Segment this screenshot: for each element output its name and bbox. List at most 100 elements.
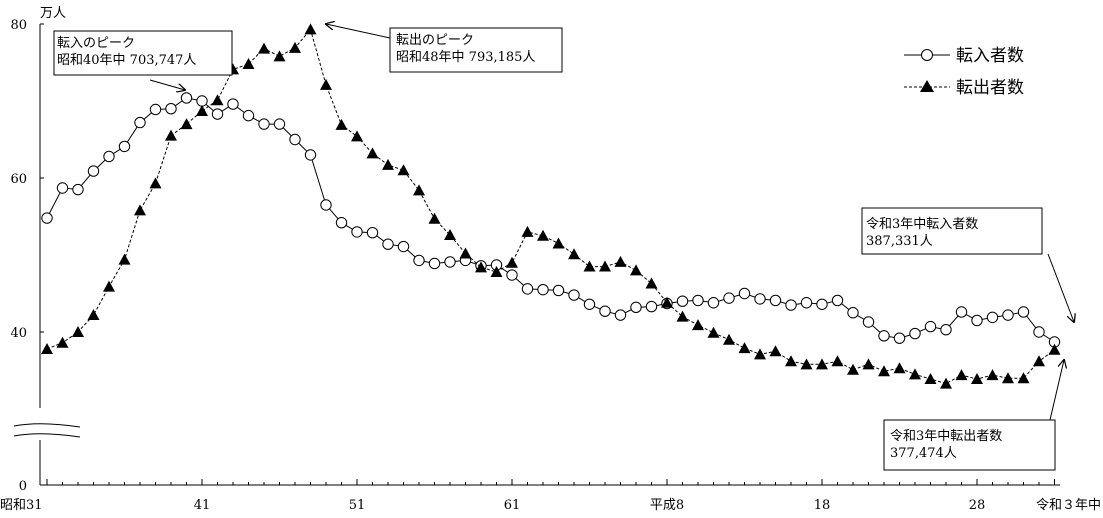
data-point-series-2 <box>87 309 100 321</box>
data-point-series-2 <box>134 204 146 216</box>
data-point-series-2 <box>893 362 906 374</box>
data-point-series-1 <box>196 95 208 107</box>
data-point-series-2 <box>428 212 441 224</box>
data-point-series-1 <box>413 254 425 267</box>
data-point-series-1 <box>630 301 642 314</box>
data-point-series-2 <box>459 247 472 259</box>
y-tick-label: 60 <box>10 172 27 187</box>
data-point-series-2 <box>800 358 813 370</box>
data-point-series-1 <box>583 298 596 310</box>
data-point-series-2 <box>862 358 875 370</box>
data-point-series-2 <box>242 58 255 70</box>
data-point-series-1 <box>397 240 410 253</box>
data-point-series-1 <box>785 299 797 311</box>
data-point-series-1 <box>614 309 627 321</box>
axis-break-mark <box>13 433 81 438</box>
data-point-series-2 <box>614 255 627 267</box>
legend-marker-circle <box>921 49 933 61</box>
data-point-series-1 <box>1002 309 1014 321</box>
data-point-series-2 <box>785 355 797 367</box>
data-point-series-2 <box>909 368 921 380</box>
series-layer <box>41 23 1061 389</box>
data-point-series-2 <box>521 225 534 237</box>
data-point-series-1 <box>118 140 131 153</box>
data-point-series-1 <box>707 297 720 309</box>
data-point-series-2 <box>723 333 735 345</box>
x-tick-label: 昭和31 <box>0 498 43 513</box>
x-tick-label: 18 <box>814 498 831 513</box>
annotation-text: 昭和48年中 793,185人 <box>396 50 535 65</box>
data-point-series-2 <box>149 177 162 189</box>
data-point-series-2 <box>273 50 286 62</box>
data-point-series-1 <box>831 294 844 307</box>
annotation-last-in: 令和3年中転入者数 387,331人 <box>861 207 1074 322</box>
data-point-series-2 <box>986 369 999 381</box>
data-point-series-1 <box>41 212 53 224</box>
data-point-series-1 <box>552 284 565 297</box>
data-point-series-1 <box>149 103 162 116</box>
data-point-series-2 <box>103 280 115 292</box>
data-point-series-1 <box>506 269 518 281</box>
data-point-series-1 <box>428 257 441 270</box>
data-point-series-1 <box>738 287 751 300</box>
data-point-series-2 <box>707 326 720 338</box>
data-point-series-1 <box>537 283 549 296</box>
data-point-series-2 <box>940 377 952 389</box>
data-point-series-1 <box>816 298 828 310</box>
data-point-series-2 <box>335 118 348 130</box>
legend-label: 転入者数 <box>956 46 1024 66</box>
data-point-series-1 <box>754 293 766 305</box>
data-point-series-1 <box>134 116 146 129</box>
data-point-series-1 <box>521 283 534 295</box>
x-tick-label: 51 <box>349 498 366 513</box>
annotation-box <box>389 27 563 73</box>
annotation-arrow <box>1049 360 1064 421</box>
data-point-series-2 <box>304 23 317 35</box>
annotation-text: 387,331人 <box>866 234 933 249</box>
data-point-series-1 <box>1033 326 1045 338</box>
annotation-box <box>883 419 1056 471</box>
annotation-arrow <box>326 24 391 39</box>
data-point-series-1 <box>1017 306 1030 318</box>
data-point-series-2 <box>180 118 193 130</box>
annotation-text: 377,474人 <box>890 446 957 461</box>
data-point-series-1 <box>940 323 952 336</box>
axis-break-mark <box>13 423 81 428</box>
y-axis-unit: 万人 <box>40 6 66 21</box>
series-line-2 <box>46 28 1055 385</box>
data-point-series-2 <box>382 158 394 170</box>
data-point-series-1 <box>971 314 983 327</box>
data-point-series-2 <box>661 296 673 308</box>
y-tick-label: 80 <box>10 18 27 33</box>
data-point-series-2 <box>676 310 689 322</box>
data-point-series-1 <box>320 199 332 211</box>
data-point-series-2 <box>599 260 611 272</box>
data-point-series-1 <box>227 98 239 110</box>
data-point-series-1 <box>87 165 100 177</box>
data-point-series-2 <box>1002 372 1014 384</box>
data-point-series-2 <box>165 129 177 141</box>
data-point-series-2 <box>413 184 425 196</box>
annotation-text: 令和3年中転入者数 <box>866 217 978 232</box>
data-point-series-2 <box>490 265 503 277</box>
data-point-series-2 <box>738 342 751 354</box>
data-point-series-2 <box>692 319 704 331</box>
data-point-series-1 <box>180 92 193 104</box>
data-point-series-2 <box>1033 355 1045 367</box>
data-point-series-2 <box>645 277 658 289</box>
data-point-series-2 <box>924 372 937 384</box>
data-point-series-1 <box>599 305 611 317</box>
data-point-series-1 <box>258 118 270 130</box>
data-point-series-1 <box>924 320 937 333</box>
data-point-series-2 <box>56 336 69 348</box>
legend-marker-triangle <box>920 80 934 92</box>
data-point-series-2 <box>41 342 53 354</box>
data-point-series-2 <box>289 41 301 53</box>
data-point-series-2 <box>397 164 410 176</box>
y-tick-label: 0 <box>19 479 27 494</box>
data-point-series-1 <box>645 300 658 313</box>
data-point-series-1 <box>986 311 999 324</box>
data-point-series-1 <box>878 330 890 342</box>
